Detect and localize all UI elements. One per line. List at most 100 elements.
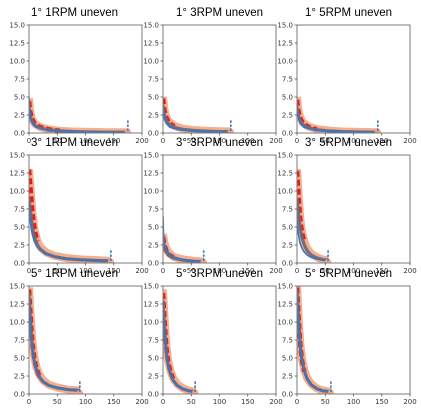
y-tick-label: 12.5 [277, 39, 293, 47]
series-line-mean [297, 198, 329, 262]
x-tick-label: 150 [241, 267, 254, 275]
y-tick-label: 15.0 [277, 21, 293, 29]
y-tick-label: 7.5 [148, 205, 159, 213]
chart-title: 5° 1RPM uneven [31, 268, 118, 280]
y-tick-label: 12.5 [277, 169, 293, 177]
x-tick-label: 150 [107, 267, 120, 275]
y-tick-label: 5.0 [148, 354, 159, 362]
plot-content [163, 96, 234, 133]
x-tick-label: 150 [107, 137, 120, 145]
series-line-observed [297, 293, 332, 393]
y-tick-label: 10.0 [277, 57, 293, 65]
y-tick-label: 15.0 [277, 151, 293, 159]
y-tick-label: 7.5 [282, 336, 293, 344]
plot-content [163, 216, 207, 263]
plot-area [162, 24, 277, 134]
y-tick-label: 0.0 [282, 129, 293, 137]
series-line-observed [297, 219, 329, 262]
x-tick-label: 100 [79, 137, 92, 145]
y-tick-label: 12.5 [143, 300, 159, 308]
series-line-observed [163, 104, 231, 133]
x-tick-label: 100 [347, 267, 360, 275]
y-tick-label: 0.0 [14, 129, 25, 137]
plot-content [297, 96, 381, 133]
y-tick-label: 2.5 [282, 241, 293, 249]
y-tick-label: 0.0 [282, 390, 293, 398]
y-tick-label: 10.0 [9, 57, 25, 65]
y-tick-label: 10.0 [143, 187, 159, 195]
x-tick-label: 0 [295, 267, 299, 275]
x-tick-label: 50 [321, 398, 330, 406]
y-tick-label: 0.0 [148, 129, 159, 137]
y-tick-label: 12.5 [143, 169, 159, 177]
x-tick-label: 50 [53, 267, 62, 275]
x-tick-label: 200 [403, 137, 416, 145]
series-line-observed [163, 307, 196, 393]
chart-title: 1° 5RPM uneven [305, 7, 392, 19]
y-tick-label: 7.5 [14, 205, 25, 213]
y-tick-label: 5.0 [282, 93, 293, 101]
y-tick-label: 2.5 [282, 372, 293, 380]
y-tick-label: 5.0 [148, 223, 159, 231]
plot-area [296, 154, 411, 264]
chart-panel: 1° 1RPM uneven 0.0 2.5 5.0 7.5 10.0 12.5 15.0 0 5… [9, 7, 148, 145]
y-tick-label: 7.5 [148, 75, 159, 83]
x-tick-label: 200 [269, 398, 282, 406]
x-tick-label: 200 [135, 267, 148, 275]
chart-title: 5° 5RPM uneven [305, 268, 392, 280]
series-line-upper [29, 169, 40, 242]
x-tick-label: 100 [213, 137, 226, 145]
plot-content [29, 169, 115, 263]
y-tick-label: 7.5 [282, 75, 293, 83]
y-tick-label: 0.0 [148, 259, 159, 267]
x-tick-label: 200 [269, 267, 282, 275]
y-tick-label: 7.5 [14, 75, 25, 83]
x-tick-label: 50 [53, 137, 62, 145]
y-tick-label: 2.5 [14, 111, 25, 119]
x-tick-label: 0 [161, 267, 165, 275]
y-tick-label: 15.0 [143, 151, 159, 159]
x-tick-label: 100 [347, 137, 360, 145]
x-tick-label: 100 [79, 398, 92, 406]
y-tick-label: 0.0 [14, 259, 25, 267]
x-tick-label: 200 [403, 398, 416, 406]
y-tick-label: 12.5 [277, 300, 293, 308]
x-tick-label: 50 [321, 137, 330, 145]
chart-title: 3° 3RPM uneven [176, 137, 263, 149]
x-tick-label: 0 [27, 267, 31, 275]
x-tick-label: 200 [403, 267, 416, 275]
series-line-observed [29, 307, 80, 392]
chart-title: 3° 5RPM uneven [305, 137, 392, 149]
y-tick-label: 10.0 [277, 318, 293, 326]
y-tick-label: 10.0 [9, 187, 25, 195]
x-tick-label: 150 [241, 398, 254, 406]
plot-area [296, 285, 411, 395]
y-tick-label: 5.0 [14, 354, 25, 362]
x-tick-label: 100 [79, 267, 92, 275]
y-tick-label: 5.0 [14, 223, 25, 231]
chart-title: 1° 1RPM uneven [31, 7, 118, 19]
y-tick-label: 7.5 [282, 205, 293, 213]
y-tick-label: 2.5 [148, 241, 159, 249]
plot-area [296, 24, 411, 134]
y-tick-label: 2.5 [14, 241, 25, 249]
x-tick-label: 0 [161, 137, 165, 145]
x-tick-label: 200 [269, 137, 282, 145]
y-tick-label: 5.0 [282, 354, 293, 362]
y-tick-label: 0.0 [282, 259, 293, 267]
y-tick-label: 12.5 [9, 169, 25, 177]
x-tick-label: 100 [213, 267, 226, 275]
x-tick-label: 50 [187, 267, 196, 275]
plot-content [297, 286, 335, 394]
y-tick-label: 2.5 [282, 111, 293, 119]
plot-area [28, 24, 143, 134]
plot-area [162, 285, 277, 395]
y-tick-label: 10.0 [143, 57, 159, 65]
x-tick-label: 150 [107, 398, 120, 406]
